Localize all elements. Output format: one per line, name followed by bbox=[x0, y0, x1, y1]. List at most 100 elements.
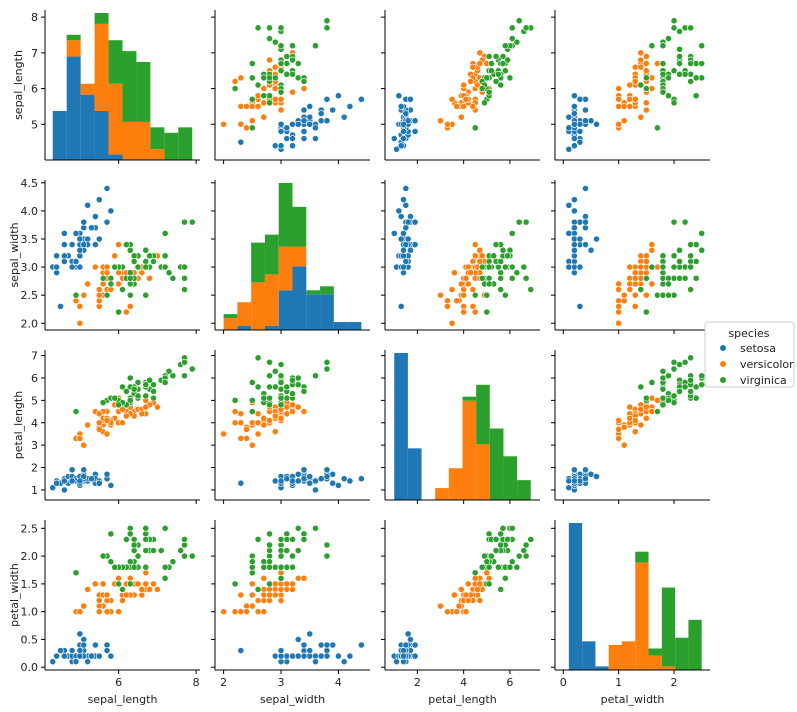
point-setosa bbox=[400, 652, 407, 660]
point-virginica bbox=[670, 252, 678, 260]
panel-petal_width-vs-sepal_width bbox=[211, 520, 370, 674]
point-virginica bbox=[266, 530, 273, 538]
point-versicolor bbox=[469, 63, 477, 71]
point-virginica bbox=[515, 218, 523, 226]
point-virginica bbox=[670, 365, 678, 373]
point-setosa bbox=[289, 142, 296, 150]
point-versicolor bbox=[642, 99, 650, 107]
point-virginica bbox=[134, 392, 142, 400]
point-virginica bbox=[283, 563, 291, 571]
point-versicolor bbox=[248, 441, 256, 449]
point-versicolor bbox=[119, 597, 126, 604]
point-setosa bbox=[411, 241, 419, 249]
point-virginica bbox=[99, 274, 107, 282]
y-tick-label: 0.5 bbox=[21, 633, 39, 646]
point-versicolor bbox=[142, 580, 150, 588]
point-setosa bbox=[306, 120, 314, 128]
point-virginica bbox=[478, 85, 486, 92]
point-versicolor bbox=[457, 280, 465, 288]
y-tick-label: 2.5 bbox=[21, 289, 39, 302]
point-setosa bbox=[402, 241, 410, 249]
point-setosa bbox=[582, 218, 589, 226]
point-versicolor bbox=[642, 269, 650, 277]
point-setosa bbox=[76, 652, 84, 660]
point-virginica bbox=[665, 92, 672, 100]
point-virginica bbox=[648, 379, 656, 386]
panel-sepal_length-vs-petal_width bbox=[551, 10, 710, 164]
point-setosa bbox=[593, 473, 600, 480]
point-versicolor bbox=[626, 286, 634, 293]
point-virginica bbox=[488, 552, 495, 560]
point-setosa bbox=[306, 113, 314, 121]
point-versicolor bbox=[231, 408, 239, 415]
point-versicolor bbox=[615, 85, 623, 92]
point-virginica bbox=[142, 258, 150, 265]
point-virginica bbox=[698, 381, 706, 389]
point-versicolor bbox=[615, 95, 623, 103]
point-virginica bbox=[126, 396, 134, 404]
point-setosa bbox=[593, 235, 600, 243]
point-virginica bbox=[188, 365, 196, 373]
point-setosa bbox=[400, 252, 407, 260]
point-versicolor bbox=[271, 591, 279, 599]
point-versicolor bbox=[294, 574, 302, 582]
y-tick-label: 6 bbox=[31, 372, 38, 385]
point-virginica bbox=[294, 381, 302, 389]
x-tick-label: 6 bbox=[506, 676, 513, 689]
point-versicolor bbox=[648, 241, 656, 249]
hist-bar-versicolor-petal_length bbox=[476, 444, 490, 500]
hist-bar-virginica-petal_width bbox=[635, 551, 649, 563]
point-setosa bbox=[107, 482, 115, 489]
point-versicolor bbox=[277, 586, 285, 593]
point-virginica bbox=[508, 35, 516, 42]
point-setosa bbox=[68, 241, 76, 249]
point-versicolor bbox=[266, 417, 273, 424]
point-virginica bbox=[659, 401, 667, 409]
hist-bar-versicolor-sepal_width bbox=[223, 318, 238, 330]
point-versicolor bbox=[243, 608, 250, 616]
point-versicolor bbox=[289, 580, 296, 588]
legend-label-versicolor: versicolor bbox=[740, 358, 794, 371]
point-setosa bbox=[91, 641, 99, 649]
point-versicolor bbox=[464, 580, 472, 588]
hist-bar-virginica-sepal_length bbox=[108, 40, 123, 84]
point-versicolor bbox=[642, 414, 650, 422]
point-setosa bbox=[402, 201, 410, 209]
point-versicolor bbox=[277, 597, 285, 604]
point-setosa bbox=[306, 630, 314, 638]
hist-bar-setosa-sepal_width bbox=[237, 326, 252, 330]
point-virginica bbox=[165, 269, 173, 277]
point-versicolor bbox=[642, 67, 650, 75]
point-versicolor bbox=[615, 103, 623, 110]
point-virginica bbox=[277, 60, 285, 67]
point-versicolor bbox=[146, 586, 154, 593]
point-versicolor bbox=[448, 286, 456, 293]
point-virginica bbox=[485, 263, 493, 271]
point-versicolor bbox=[642, 252, 650, 260]
point-versicolor bbox=[95, 297, 103, 305]
point-versicolor bbox=[103, 430, 111, 438]
point-virginica bbox=[271, 563, 279, 571]
point-versicolor bbox=[91, 580, 99, 588]
point-virginica bbox=[130, 385, 138, 393]
point-setosa bbox=[323, 641, 331, 649]
point-virginica bbox=[260, 558, 268, 566]
point-versicolor bbox=[637, 263, 645, 271]
point-setosa bbox=[57, 647, 64, 654]
point-versicolor bbox=[95, 410, 103, 418]
point-virginica bbox=[499, 246, 507, 254]
panel-petal_length-vs-petal_width bbox=[551, 350, 710, 504]
hist-bar-versicolor-petal_length bbox=[448, 468, 463, 500]
point-setosa bbox=[411, 652, 419, 660]
point-virginica bbox=[188, 218, 196, 226]
point-virginica bbox=[659, 88, 667, 96]
point-virginica bbox=[248, 408, 256, 415]
point-setosa bbox=[570, 477, 578, 485]
point-virginica bbox=[687, 258, 695, 265]
point-setosa bbox=[404, 218, 412, 226]
panel-sepal_width-vs-sepal_length bbox=[41, 180, 200, 334]
point-setosa bbox=[49, 658, 57, 666]
point-virginica bbox=[107, 530, 115, 538]
point-virginica bbox=[687, 376, 695, 384]
point-virginica bbox=[161, 379, 169, 386]
